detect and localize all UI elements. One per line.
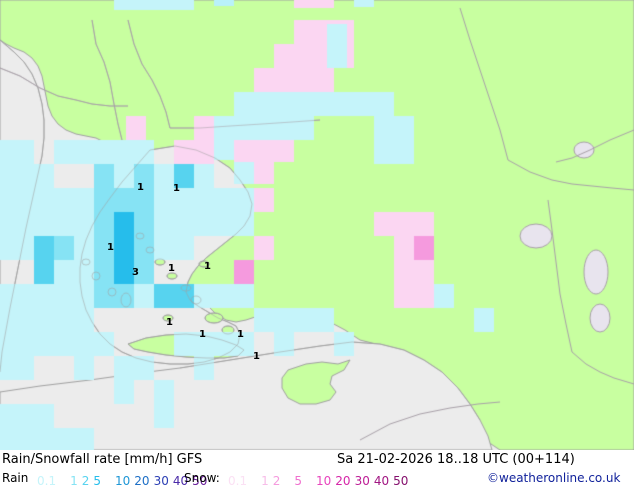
precip-value-label: 3 bbox=[132, 267, 139, 278]
rain-scale-value-2[interactable]: 2 bbox=[81, 474, 90, 488]
map-canvas[interactable] bbox=[0, 0, 634, 450]
precip-value-label: 1 bbox=[107, 242, 114, 253]
rain-scale-value-30[interactable]: 30 bbox=[153, 474, 169, 488]
precip-value-label: 1 bbox=[168, 263, 175, 274]
map-footer: Rain/Snowfall rate [mm/h] GFS Sa 21-02-2… bbox=[0, 450, 634, 490]
snow-scale-value-2[interactable]: 2 bbox=[272, 474, 281, 488]
snow-scale-value-30[interactable]: 30 bbox=[354, 474, 370, 488]
precip-value-label: 1 bbox=[199, 329, 206, 340]
forecast-timestamp: Sa 21-02-2026 18..18 UTC (00+114) bbox=[337, 452, 575, 467]
copyright-notice: ©weatheronline.co.uk bbox=[487, 471, 621, 485]
rain-scale-value-1[interactable]: 1 bbox=[70, 474, 78, 488]
rain-scale-value-10[interactable]: 10 bbox=[115, 474, 131, 488]
rain-scale-value-20[interactable]: 20 bbox=[134, 474, 150, 488]
rain-legend-label: Rain bbox=[2, 471, 29, 485]
precip-value-label: 1 bbox=[237, 329, 244, 340]
snow-scale-value-50[interactable]: 50 bbox=[393, 474, 409, 488]
rain-scale-value-40[interactable]: 40 bbox=[172, 474, 189, 488]
precip-value-label: 1 bbox=[166, 317, 173, 328]
precip-value-label: 1 bbox=[204, 261, 211, 272]
snow-scale-value-10[interactable]: 10 bbox=[316, 474, 332, 488]
snow-legend-scale[interactable]: 0.1 1 2 5 10 20 30 40 50 bbox=[228, 470, 408, 488]
rain-scale-value-0_1[interactable]: 0.1 bbox=[37, 474, 57, 488]
snow-scale-value-1[interactable]: 1 bbox=[261, 474, 269, 488]
precip-value-label: 1 bbox=[253, 351, 260, 362]
footer-legend-row: Rain 0.1 1 2 5 10 20 30 40 50 Snow: 0.1 1 2 5 10 20 30… bbox=[0, 469, 634, 489]
snow-legend-label: Snow: bbox=[184, 471, 220, 485]
product-title: Rain/Snowfall rate [mm/h] GFS bbox=[2, 452, 203, 467]
snow-scale-value-20[interactable]: 20 bbox=[335, 474, 351, 488]
rain-scale-value-5[interactable]: 5 bbox=[93, 474, 102, 488]
rain-legend-scale[interactable]: 0.1 1 2 5 10 20 30 40 50 bbox=[37, 470, 207, 488]
snow-scale-value-5[interactable]: 5 bbox=[294, 474, 303, 488]
precip-value-label: 1 bbox=[137, 182, 144, 193]
snow-scale-value-0_1[interactable]: 0.1 bbox=[228, 474, 248, 488]
rain-scale-value-50[interactable]: 50 bbox=[192, 474, 208, 488]
snow-scale-value-40[interactable]: 40 bbox=[373, 474, 390, 488]
precip-value-label: 1 bbox=[173, 183, 180, 194]
footer-title-row: Rain/Snowfall rate [mm/h] GFS Sa 21-02-2… bbox=[0, 450, 634, 470]
